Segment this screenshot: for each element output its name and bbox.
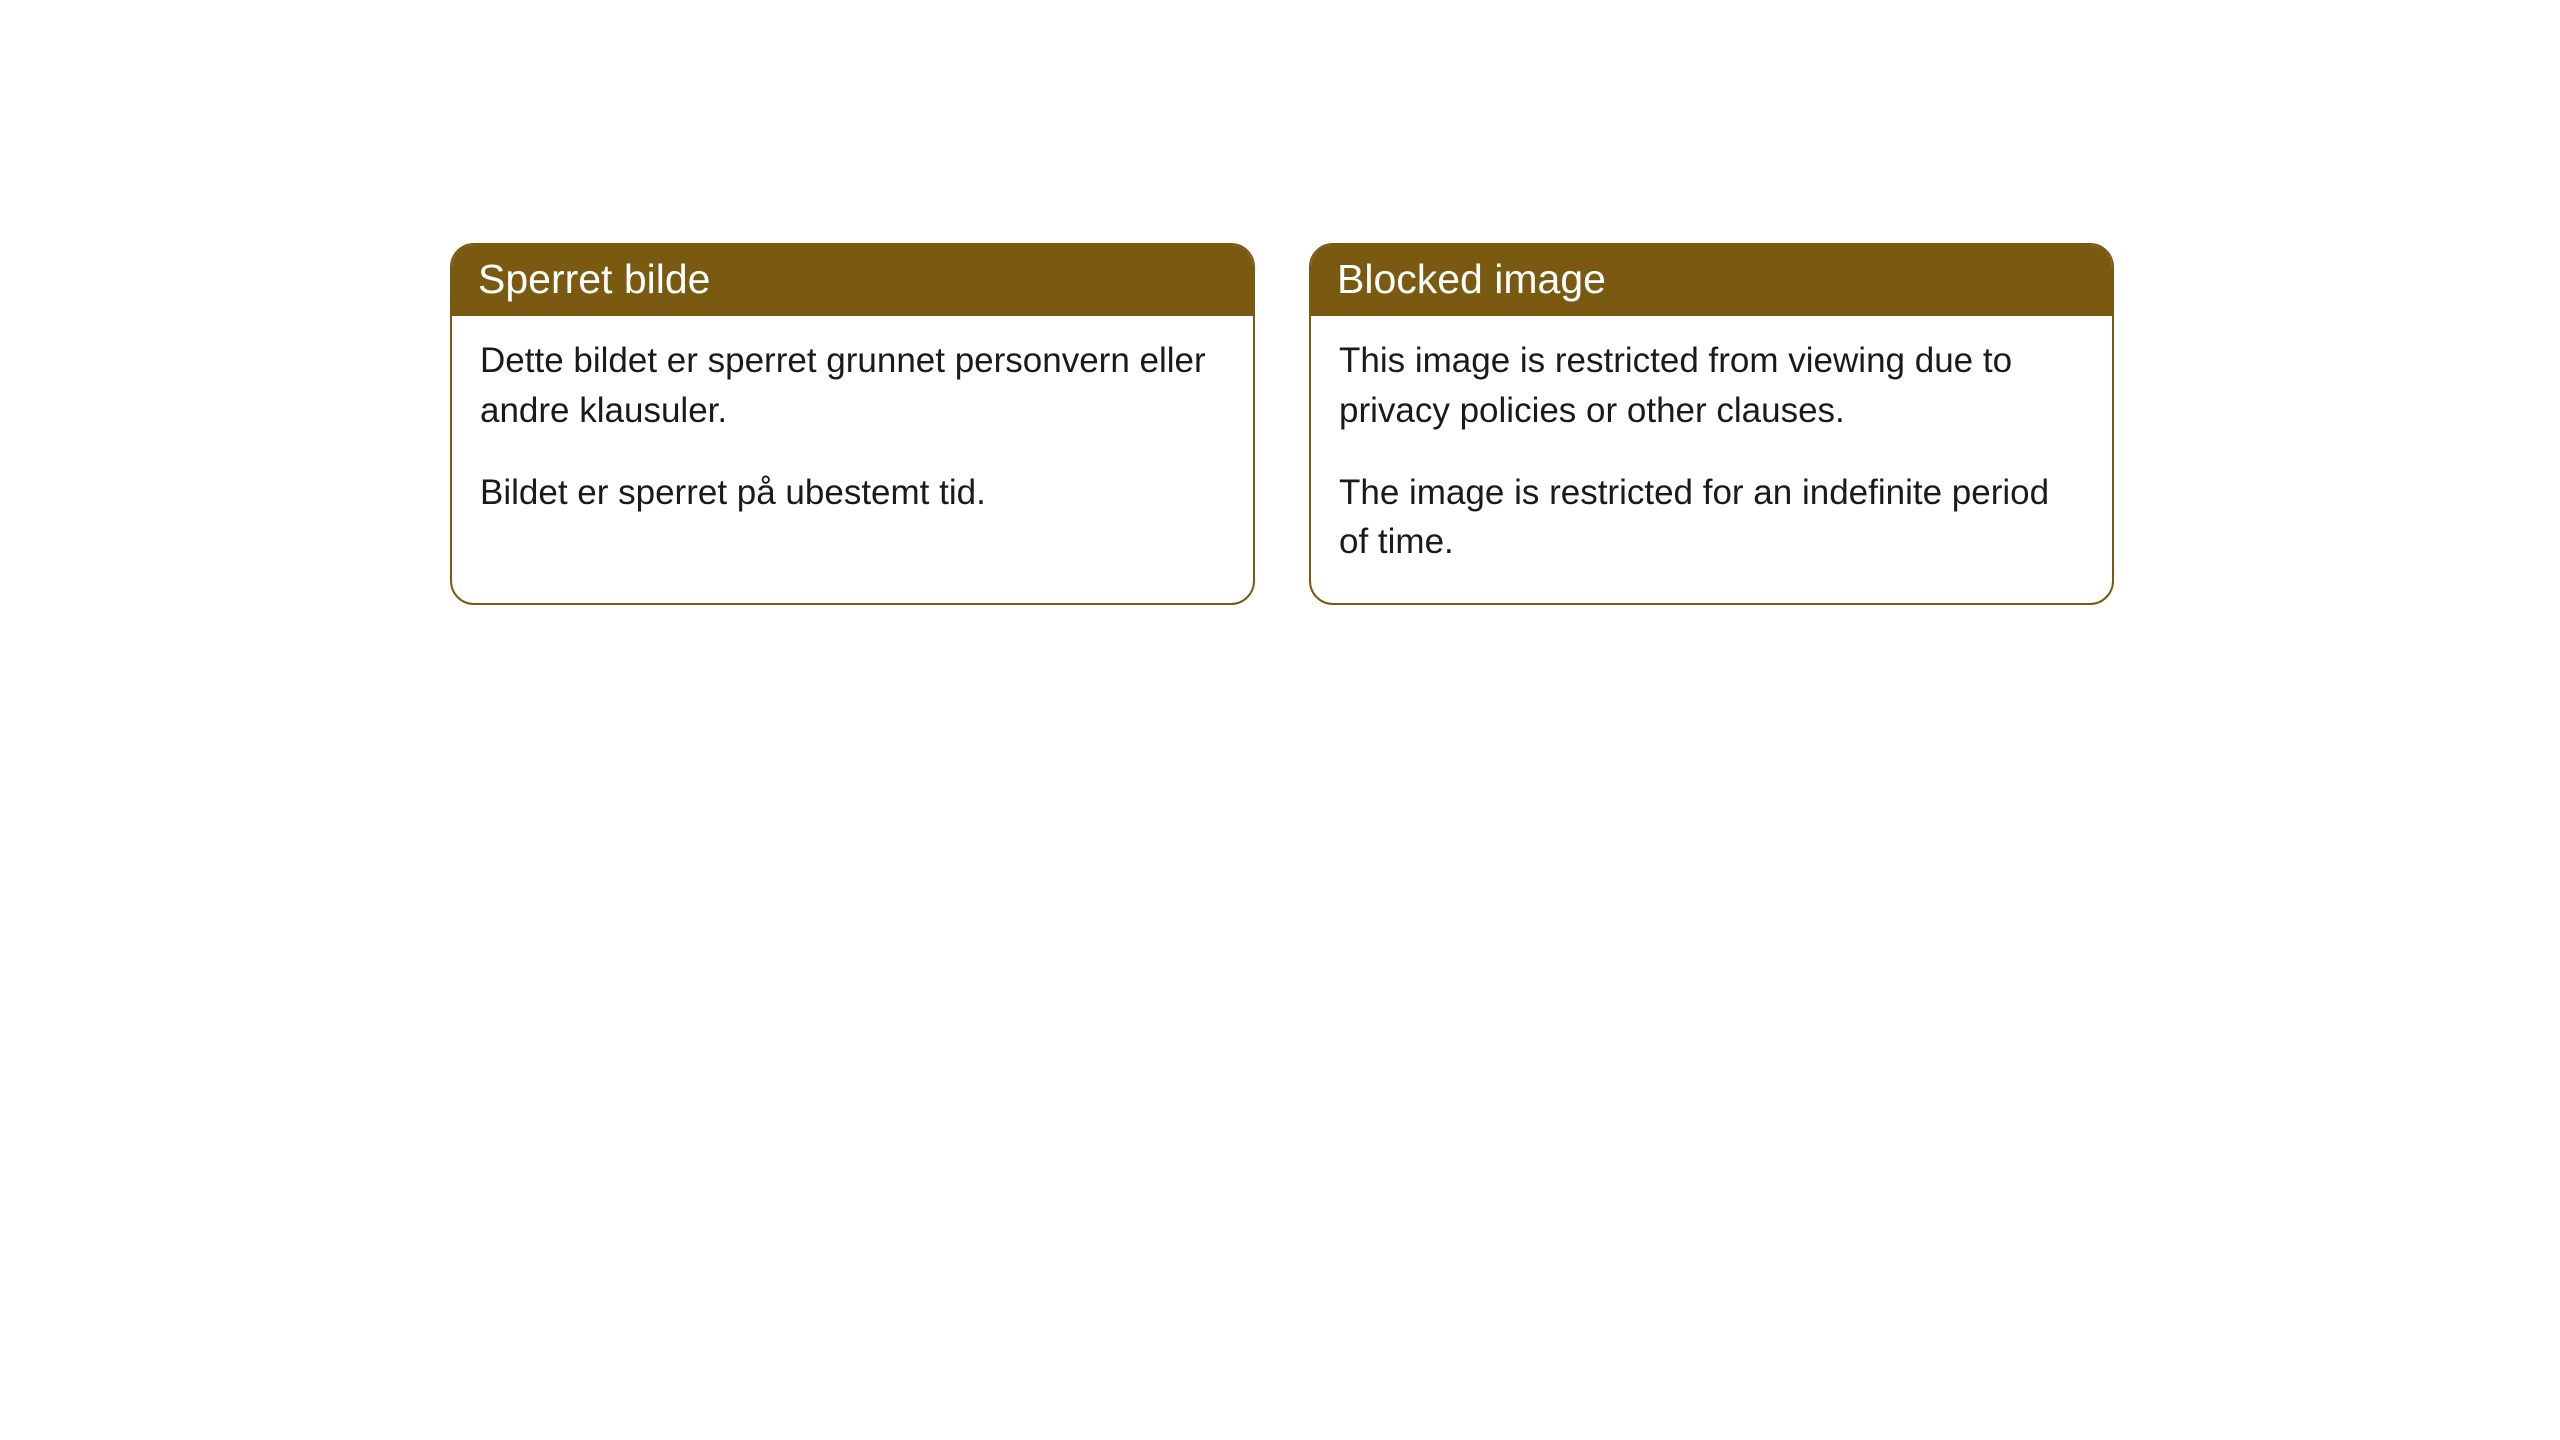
card-paragraph-1-english: This image is restricted from viewing du… [1339,336,2084,435]
card-paragraph-2-english: The image is restricted for an indefinit… [1339,468,2084,567]
card-body-norwegian: Dette bildet er sperret grunnet personve… [452,316,1253,553]
card-body-english: This image is restricted from viewing du… [1311,316,2112,603]
blocked-image-card-norwegian: Sperret bilde Dette bildet er sperret gr… [450,243,1255,605]
card-header-norwegian: Sperret bilde [452,245,1253,316]
card-title-norwegian: Sperret bilde [478,256,710,302]
card-paragraph-1-norwegian: Dette bildet er sperret grunnet personve… [480,336,1225,435]
card-header-english: Blocked image [1311,245,2112,316]
card-paragraph-2-norwegian: Bildet er sperret på ubestemt tid. [480,468,1225,518]
cards-container: Sperret bilde Dette bildet er sperret gr… [450,243,2114,605]
blocked-image-card-english: Blocked image This image is restricted f… [1309,243,2114,605]
card-title-english: Blocked image [1337,256,1606,302]
